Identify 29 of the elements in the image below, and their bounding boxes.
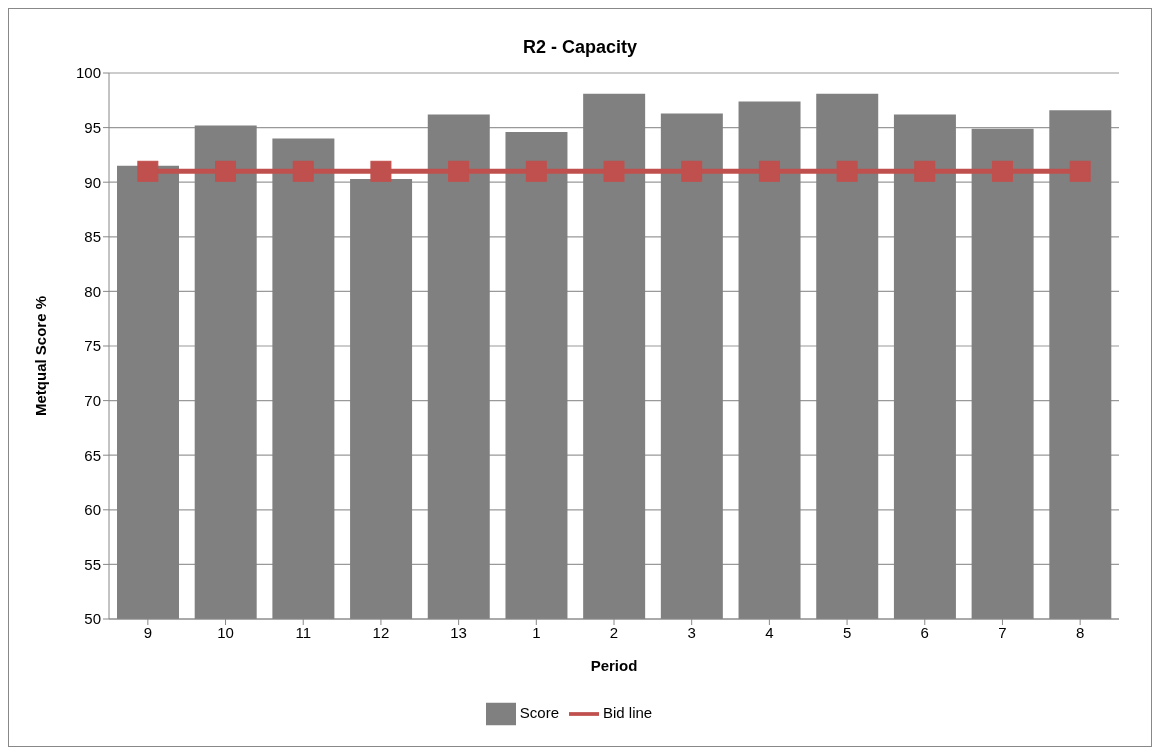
y-axis-title: Metqual Score % [32,295,50,416]
legend-label: Score [519,703,559,721]
x-tick-label: 9 [143,623,153,641]
x-tick-label: 6 [920,623,929,641]
y-tick-label: 65 [84,446,101,464]
legend-label: Bid line [602,703,653,721]
y-tick-label: 50 [84,610,101,628]
x-tick-label: 3 [687,623,696,641]
x-axis-title: Period [590,657,638,674]
y-tick-label: 100 [75,64,101,82]
x-tick-label: 12 [372,623,390,641]
y-tick-label: 75 [84,337,101,355]
x-tick-label: 5 [842,623,852,641]
y-tick-label: 80 [84,282,101,300]
x-tick-label: 11 [295,623,312,641]
x-tick-label: 13 [450,623,467,641]
y-tick-label: 90 [84,173,101,191]
x-tick-label: 7 [998,623,1007,641]
x-tick-label: 8 [1075,623,1085,641]
y-tick-label: 95 [84,118,101,136]
y-tick-label: 85 [84,228,101,246]
x-tick-label: 1 [532,623,541,641]
x-tick-label: 4 [765,623,774,641]
chart-title: R2 - Capacity [521,36,638,59]
x-tick-label: 2 [609,623,619,641]
y-tick-label: 55 [84,555,101,573]
x-tick-label: 10 [217,623,234,641]
y-tick-label: 70 [84,391,101,409]
y-tick-label: 60 [84,501,101,519]
